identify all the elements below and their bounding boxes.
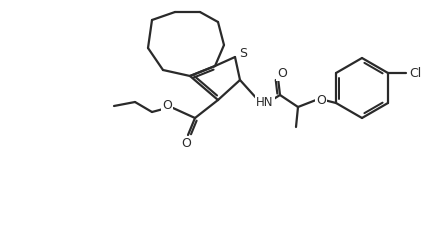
Text: S: S bbox=[239, 47, 247, 60]
Text: O: O bbox=[162, 98, 172, 111]
Text: O: O bbox=[316, 94, 326, 107]
Text: Cl: Cl bbox=[409, 66, 421, 79]
Text: O: O bbox=[181, 136, 191, 149]
Text: HN: HN bbox=[256, 96, 274, 109]
Text: O: O bbox=[277, 66, 287, 79]
